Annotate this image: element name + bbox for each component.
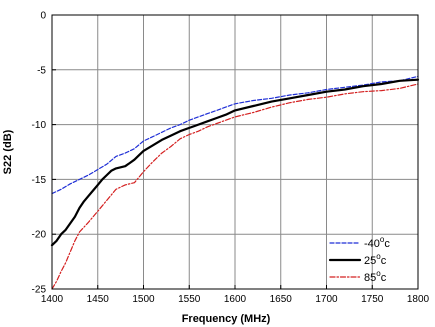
legend-degree-mark: o xyxy=(380,235,385,244)
y-tick-label: 0 xyxy=(40,11,46,22)
y-tick-label: -5 xyxy=(37,65,46,76)
x-tick-label: 1700 xyxy=(315,294,338,305)
axis-layer xyxy=(51,14,419,290)
plot-frame xyxy=(51,14,419,290)
x-tick-label: 1450 xyxy=(87,294,110,305)
x-axis-label: Frequency (MHz) xyxy=(182,313,271,325)
legend-label-2: 25oc xyxy=(364,252,387,267)
legend-unit: c xyxy=(381,255,387,267)
y-tick-label: -10 xyxy=(32,120,47,131)
legend-unit: c xyxy=(381,272,387,284)
legend-series-name: -40 xyxy=(364,238,380,250)
series-line-2 xyxy=(50,78,420,247)
x-tick-label: 1800 xyxy=(407,294,430,305)
legend-series-name: 25 xyxy=(364,255,376,267)
legend-unit: c xyxy=(384,238,390,250)
x-tick-label: 1500 xyxy=(132,294,155,305)
y-tick-label: -20 xyxy=(32,230,47,241)
legend-label-3: 85oc xyxy=(364,269,387,284)
series-line-3 xyxy=(51,83,419,290)
legend-degree-mark: o xyxy=(376,252,381,261)
x-tick-label: 1600 xyxy=(224,294,247,305)
x-tick-label: 1550 xyxy=(178,294,201,305)
y-tick-label: -25 xyxy=(32,285,47,296)
legend-label-1: -40oc xyxy=(364,235,390,250)
x-tick-label: 1750 xyxy=(361,294,384,305)
y-axis-label: S22 (dB) xyxy=(2,129,14,174)
y-tick-label: -15 xyxy=(32,175,47,186)
legend-degree-mark: o xyxy=(376,269,381,278)
x-tick-label: 1400 xyxy=(41,294,64,305)
x-tick-label: 1650 xyxy=(270,294,293,305)
series-layer xyxy=(50,75,420,290)
tick-label-layer: 1400 1450 1500 1550 1600 1650 1700 1750 1800 -25 -… xyxy=(32,11,430,306)
legend-series-name: 85 xyxy=(364,272,376,284)
series-line-1 xyxy=(51,75,419,195)
